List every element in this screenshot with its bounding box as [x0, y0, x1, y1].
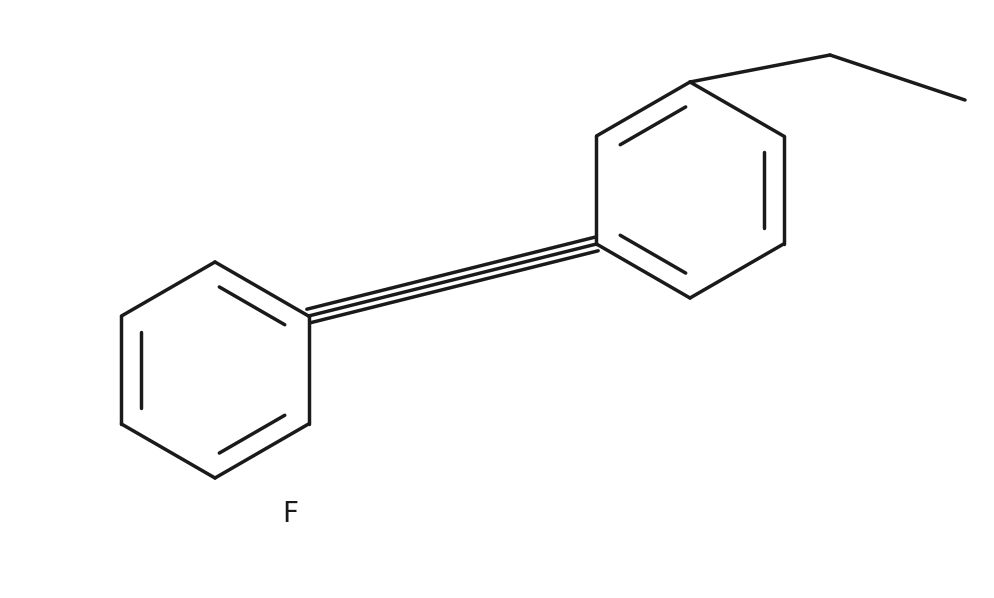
Text: F: F — [282, 500, 298, 528]
